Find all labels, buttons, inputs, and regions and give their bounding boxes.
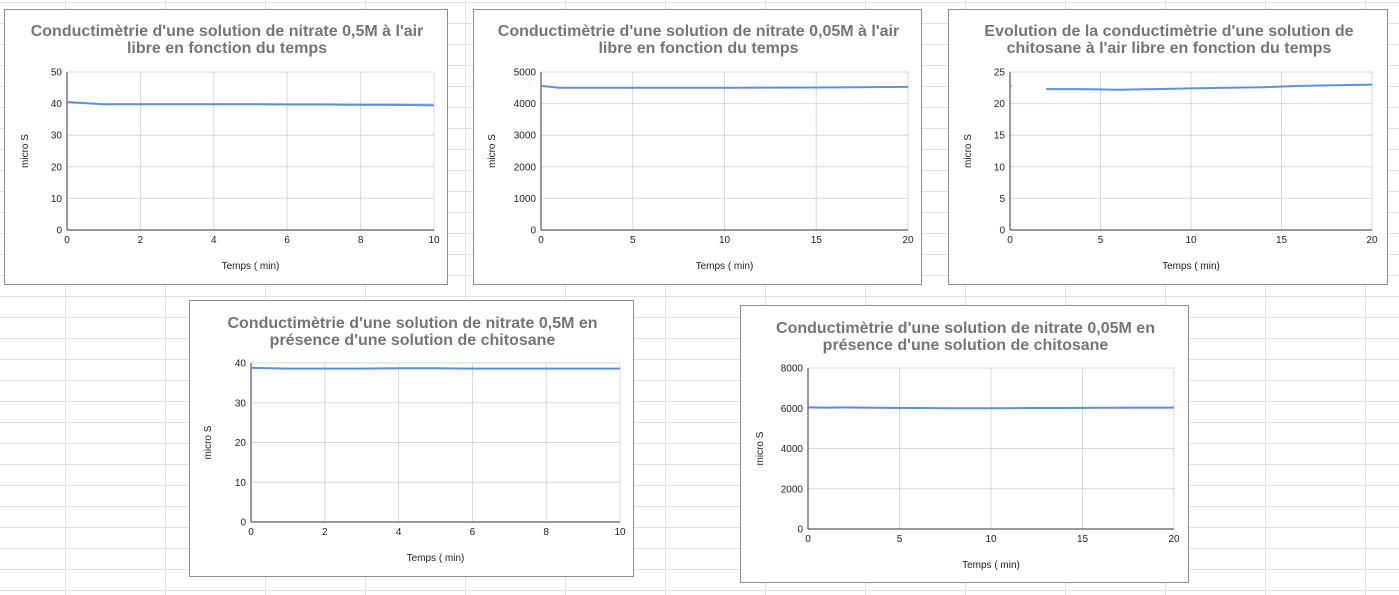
x-tick-label: 15 xyxy=(1276,235,1288,246)
chart-card-nitrate-05m-air[interactable]: Conductimètrie d'une solution de nitrate… xyxy=(4,9,448,285)
y-tick-label: 20 xyxy=(235,438,247,449)
x-axis-title: Temps ( min) xyxy=(407,553,465,564)
y-tick-label: 0 xyxy=(530,226,536,237)
y-tick-label: 5 xyxy=(999,194,1005,205)
y-tick-label: 10 xyxy=(994,162,1006,173)
y-axis-title: micro S xyxy=(755,431,766,465)
y-tick-label: 8000 xyxy=(781,364,804,375)
x-tick-label: 4 xyxy=(396,527,402,538)
y-tick-label: 4000 xyxy=(781,444,804,455)
x-tick-label: 0 xyxy=(805,534,811,545)
chart-title: Conductimètrie d'une solution de nitrate… xyxy=(30,23,424,57)
x-tick-label: 20 xyxy=(902,235,914,246)
y-tick-label: 25 xyxy=(994,68,1006,79)
x-tick-label: 5 xyxy=(897,534,903,545)
y-axis-title: micro S xyxy=(487,134,498,168)
y-tick-label: 0 xyxy=(797,525,803,536)
y-tick-label: 4000 xyxy=(514,99,537,110)
x-tick-label: 10 xyxy=(428,235,440,246)
y-tick-label: 5000 xyxy=(514,68,537,79)
y-tick-label: 40 xyxy=(235,359,247,370)
chart-card-nitrate-005m-chitosane[interactable]: Conductimètrie d'une solution de nitrate… xyxy=(740,305,1189,583)
x-tick-label: 2 xyxy=(322,527,328,538)
series-line xyxy=(250,366,620,370)
x-axis-title: Temps ( min) xyxy=(696,261,754,272)
y-tick-label: 6000 xyxy=(781,404,804,415)
x-tick-label: 10 xyxy=(985,534,997,545)
chart-title: Conductimètrie d'une solution de nitrate… xyxy=(776,320,1155,354)
x-tick-label: 5 xyxy=(630,235,636,246)
chart-plot: 0 5 10 15 20 0 2000 4000 6000 8000 Temps ( min) mic… xyxy=(755,364,1180,572)
chart-card-nitrate-05m-chitosane[interactable]: Conductimètrie d'une solution de nitrate… xyxy=(189,300,634,577)
x-tick-label: 10 xyxy=(614,527,626,538)
x-tick-label: 6 xyxy=(284,235,290,246)
y-tick-label: 30 xyxy=(235,398,247,409)
series-line xyxy=(807,406,1174,410)
x-axis-title: Temps ( min) xyxy=(1162,261,1220,272)
y-tick-label: 0 xyxy=(56,226,62,237)
x-tick-label: 5 xyxy=(1098,235,1104,246)
y-tick-label: 2000 xyxy=(514,162,537,173)
y-tick-label: 30 xyxy=(51,131,63,142)
y-tick-label: 0 xyxy=(999,226,1005,237)
series-line xyxy=(540,84,909,89)
y-tick-label: 50 xyxy=(51,68,63,79)
chart-plot: 0 2 4 6 8 10 0 10 20 30 40 Temps ( min) micro S xyxy=(203,359,626,565)
y-tick-label: 15 xyxy=(994,131,1006,142)
x-tick-label: 15 xyxy=(1077,534,1089,545)
y-tick-label: 10 xyxy=(235,478,247,489)
y-axis-title: micro S xyxy=(963,134,974,168)
x-tick-label: 8 xyxy=(543,527,549,538)
chart-card-nitrate-005m-air[interactable]: Conductimètrie d'une solution de nitrate… xyxy=(473,9,922,285)
x-axis-title: Temps ( min) xyxy=(962,560,1020,571)
x-tick-label: 2 xyxy=(138,235,144,246)
x-tick-label: 0 xyxy=(64,235,70,246)
chart-plot: 0 2 4 6 8 10 0 10 20 30 40 50 Temps ( min) micro S xyxy=(20,68,440,273)
y-tick-label: 3000 xyxy=(514,131,537,142)
x-tick-label: 20 xyxy=(1366,235,1378,246)
y-tick-label: 10 xyxy=(51,194,63,205)
x-tick-label: 10 xyxy=(1185,235,1197,246)
x-tick-label: 0 xyxy=(1007,235,1013,246)
chart-title: Conductimètrie d'une solution de nitrate… xyxy=(227,315,598,349)
y-axis-title: micro S xyxy=(20,134,31,168)
series-line xyxy=(1046,83,1373,91)
y-tick-label: 20 xyxy=(994,99,1006,110)
x-axis-title: Temps ( min) xyxy=(222,261,280,272)
y-tick-label: 2000 xyxy=(781,484,804,495)
x-tick-label: 4 xyxy=(211,235,217,246)
x-tick-label: 20 xyxy=(1168,534,1180,545)
y-tick-label: 20 xyxy=(51,162,63,173)
x-tick-label: 8 xyxy=(358,235,364,246)
chart-plot: 0 5 10 15 20 0 1000 2000 3000 4000 5000 Temps ( min… xyxy=(487,68,914,273)
y-axis-title: micro S xyxy=(203,425,214,459)
x-tick-label: 10 xyxy=(719,235,731,246)
chart-card-chitosane-air[interactable]: Evolution de la conductimètrie d'une sol… xyxy=(948,9,1388,285)
chart-plot: 0 5 10 15 20 0 5 10 15 20 25 Temps ( min) micro S xyxy=(963,68,1378,273)
y-tick-label: 40 xyxy=(51,99,63,110)
chart-title: Conductimètrie d'une solution de nitrate… xyxy=(497,23,900,57)
x-tick-label: 6 xyxy=(470,527,476,538)
chart-title: Evolution de la conductimètrie d'une sol… xyxy=(984,23,1354,57)
x-tick-label: 0 xyxy=(538,235,544,246)
x-tick-label: 0 xyxy=(248,527,254,538)
y-tick-label: 1000 xyxy=(514,194,537,205)
y-tick-label: 0 xyxy=(240,518,246,529)
x-tick-label: 15 xyxy=(811,235,823,246)
series-line xyxy=(66,101,435,107)
